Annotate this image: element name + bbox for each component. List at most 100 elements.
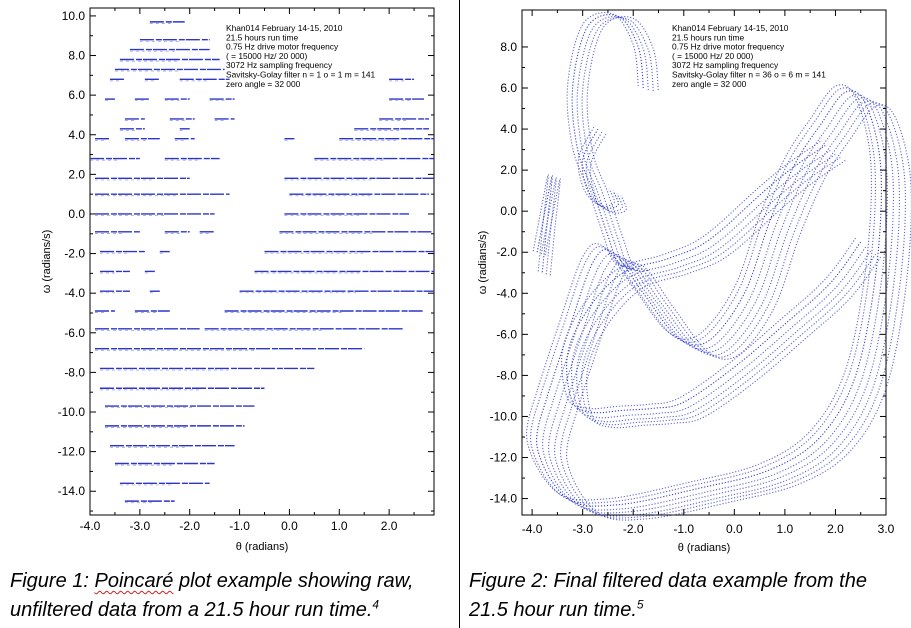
attractor-trace-hook-mid [585, 131, 623, 212]
y-tick-label: 6.0 [500, 81, 517, 95]
attractor-trace-hook-mid [577, 126, 615, 207]
annotation-line: 3072 Hz sampling frequency [226, 60, 333, 70]
x-tick-label: -2.0 [623, 522, 644, 536]
x-tick-label: -2.0 [179, 519, 200, 533]
attractor-trace-main-band [526, 84, 872, 501]
x-tick-label: 1.0 [331, 519, 348, 533]
annotation-line: zero angle = 32 000 [226, 79, 301, 89]
y-tick-label: -10.0 [58, 405, 86, 419]
y-tick-label: -4.0 [64, 286, 85, 300]
y-tick-label: -2.0 [64, 247, 85, 261]
x-tick-label: 0.0 [726, 522, 743, 536]
y-tick-label: -8.0 [496, 368, 517, 382]
y-axis-label: ω (radians/s) [477, 231, 489, 295]
y-tick-label: 0.0 [500, 204, 517, 218]
x-tick-label: -4.0 [522, 522, 543, 536]
figure-2-caption: Figure 2: Final filtered data example fr… [469, 567, 909, 625]
x-tick-label: -1.0 [673, 522, 694, 536]
x-tick-label: -4.0 [80, 519, 101, 533]
attractor-trace-inner-spiral [571, 150, 867, 419]
attractor-trace-inner-spiral [586, 160, 882, 429]
y-tick-label: -4.0 [496, 286, 517, 300]
x-tick-label: -3.0 [572, 522, 593, 536]
attractor-trace-left-loop [544, 178, 561, 276]
annotation-line: ( = 15000 Hz/ 20 000) [672, 51, 753, 61]
y-axis-label: ω (radians/s) [41, 230, 53, 294]
attractor-trace-main-band [530, 87, 876, 504]
y-tick-label: -8.0 [64, 365, 85, 379]
caption-1-spellcheck-word: Poincaré [94, 570, 174, 592]
attractor-trace-main-band [566, 104, 911, 521]
attractor-trace-left-loop [536, 175, 553, 273]
chart-fig1: 10.0 8.0 6.0 4.0 2.0 0.0 -2.0 -4.0 -6.0 -8.0 -10.0… [41, 7, 435, 553]
y-tick-label: 6.0 [68, 88, 85, 102]
x-axis-label: θ (radians) [236, 541, 289, 553]
annotation-line: 21.5 hours run time [672, 32, 744, 42]
annotation-line: Savitsky-Golay filter n = 36 o = 6 m = 1… [672, 70, 826, 80]
y-tick-label: 2.0 [500, 163, 517, 177]
annotation-line: 0.75 Hz drive motor frequency [672, 42, 785, 52]
y-tick-label: -12.0 [490, 451, 518, 465]
annotation-line: 21.5 hours run time [226, 32, 298, 42]
attractor-trace-left-loop [532, 174, 549, 272]
attractor-trace-main-band [536, 90, 882, 507]
y-tick-label: -10.0 [490, 409, 518, 423]
y-tick-label: -12.0 [58, 445, 86, 459]
caption-2-line-1: Figure 2: Final filtered data example fr… [469, 570, 867, 592]
caption-1-prefix: Figure 1: [10, 570, 95, 592]
x-tick-label: -1.0 [229, 519, 250, 533]
y-tick-label: 0.0 [68, 207, 85, 221]
caption-1-footnote: 4 [372, 597, 380, 612]
attractor-trace-hook-top [571, 14, 644, 270]
attractor-trace-left-loop [540, 177, 557, 275]
panel-divider [459, 0, 460, 628]
caption-1-line-2: unfiltered data from a 21.5 hour run tim… [10, 599, 373, 621]
attractor-trace-hook-top [576, 16, 649, 272]
y-tick-label: -14.0 [58, 484, 86, 498]
y-tick-label: 8.0 [500, 40, 517, 54]
attractor-trace-inner-spiral [581, 157, 877, 426]
y-tick-label: 4.0 [68, 128, 85, 142]
figure-1-caption: Figure 1: Poincaré plot example showing … [10, 567, 455, 625]
y-tick-label: -6.0 [64, 326, 85, 340]
attractor-trace-inner-spiral [576, 154, 872, 423]
attractor-trace-main-band [548, 97, 894, 514]
x-tick-label: 1.0 [777, 522, 794, 536]
annotation-line: Savitsky-Golay filter n = 1 o = 1 m = 14… [226, 70, 376, 80]
y-tick-label: -6.0 [496, 327, 517, 341]
caption-2-footnote: 5 [636, 597, 644, 612]
annotation-line: Khan014 February 14-15, 2010 [226, 23, 343, 33]
y-tick-label: 2.0 [68, 167, 85, 181]
annotation-line: zero angle = 32 000 [672, 79, 747, 89]
annotation-line: 3072 Hz sampling frequency [672, 60, 779, 70]
attractor-trace-hook-top [586, 16, 659, 272]
caption-1-suffix: plot example showing raw, [173, 570, 414, 592]
plot-frame [89, 7, 435, 516]
attractor-trace-main-band [554, 100, 900, 517]
x-tick-label: 3.0 [878, 522, 895, 536]
attractor-trace-main-band [560, 102, 906, 519]
annotation-line: ( = 15000 Hz/ 20 000) [226, 51, 307, 61]
x-tick-label: 2.0 [381, 519, 398, 533]
attractor-trace-hook-mid [589, 133, 627, 214]
x-tick-label: -3.0 [130, 519, 151, 533]
plot-frame [521, 9, 887, 516]
y-tick-label: -2.0 [496, 245, 517, 259]
chart-fig2: 8.0 6.0 4.0 2.0 0.0 -2.0 -4.0 -6.0 -8.0 -10.0 -12.… [477, 9, 911, 554]
attractor-trace-main-band [542, 94, 888, 511]
y-tick-label: -14.0 [490, 492, 518, 506]
attractor-trace-hook-top [581, 17, 654, 273]
attractor-trace-hook-mid [581, 128, 619, 209]
attractor-trace-inner-spiral [566, 145, 862, 414]
x-axis-label: θ (radians) [678, 542, 731, 554]
x-tick-label: 2.0 [827, 522, 844, 536]
x-tick-label: 0.0 [281, 519, 298, 533]
y-tick-label: 8.0 [68, 49, 85, 63]
annotation-line: Khan014 February 14-15, 2010 [672, 23, 789, 33]
y-tick-label: 10.0 [62, 9, 86, 23]
y-tick-label: 4.0 [500, 122, 517, 136]
caption-2-line-2: 21.5 hour run time. [469, 599, 637, 621]
annotation-line: 0.75 Hz drive motor frequency [226, 42, 339, 52]
